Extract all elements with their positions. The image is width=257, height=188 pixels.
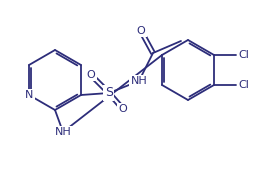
Text: NH: NH [55,127,71,137]
Text: Cl: Cl [238,50,249,60]
Text: NH: NH [131,76,147,86]
Text: N: N [25,90,33,100]
Text: O: O [137,26,145,36]
Text: Cl: Cl [238,80,249,90]
Text: O: O [119,104,127,114]
Text: S: S [105,86,113,99]
Text: O: O [87,70,95,80]
